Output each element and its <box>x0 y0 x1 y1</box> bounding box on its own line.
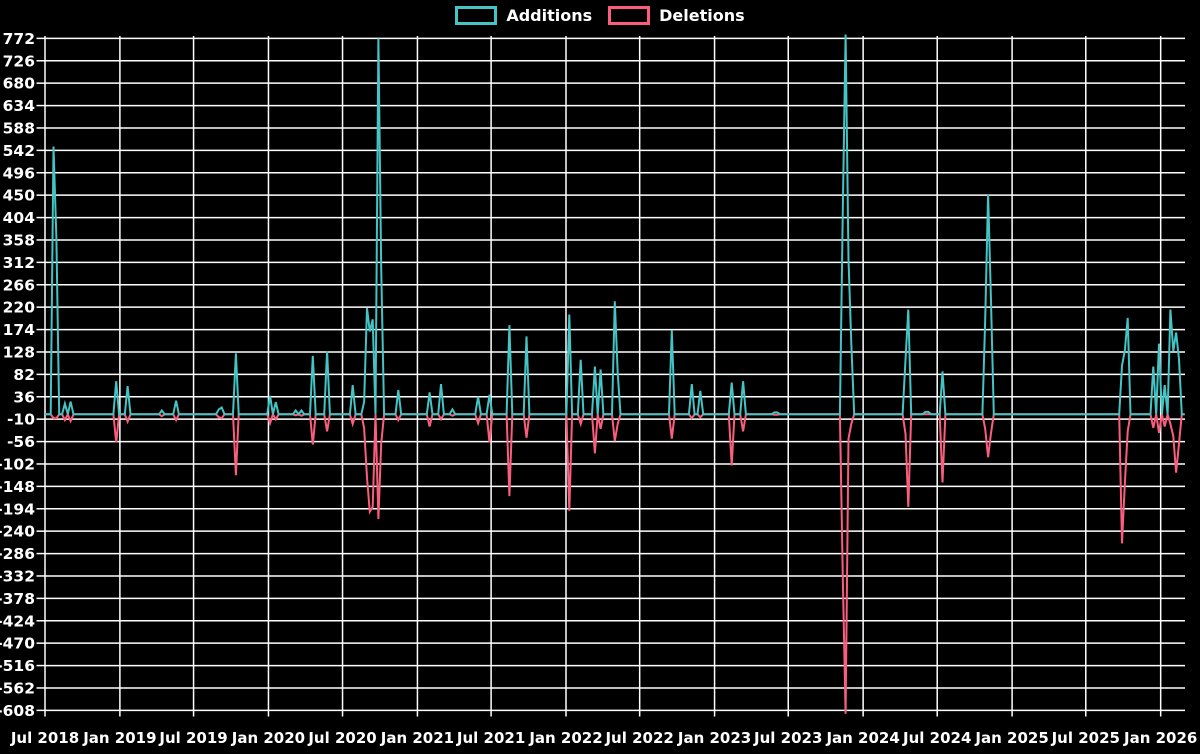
x-tick-label: Jan 2019 <box>82 729 156 747</box>
y-tick-label: 128 <box>3 343 35 361</box>
x-tick-label: Jan 2021 <box>380 729 454 747</box>
x-tick-label: Jul 2018 <box>10 729 79 747</box>
deletions-legend-label: Deletions <box>659 6 745 25</box>
y-tick-label: 496 <box>3 164 35 182</box>
x-tick-label: Jan 2022 <box>528 729 602 747</box>
y-tick-label: 680 <box>3 75 36 93</box>
y-tick-label: 404 <box>3 209 36 227</box>
y-tick-label: 772 <box>3 30 35 48</box>
y-tick-label: 450 <box>3 187 36 205</box>
x-tick-label: Jul 2019 <box>158 729 227 747</box>
y-tick-label: 358 <box>3 231 35 249</box>
additions-legend-label: Additions <box>506 6 593 25</box>
legend-item-additions[interactable]: Additions <box>455 6 592 25</box>
x-tick-label: Jan 2024 <box>825 729 899 747</box>
y-tick-label: 36 <box>13 388 35 406</box>
x-tick-label: Jul 2020 <box>307 729 376 747</box>
x-tick-label: Jul 2025 <box>1051 729 1120 747</box>
y-tick-label: -470 <box>0 635 35 653</box>
y-tick-label: -10 <box>7 411 35 429</box>
y-tick-label: -56 <box>7 433 35 451</box>
y-tick-label: -240 <box>0 523 35 541</box>
x-tick-label: Jan 2026 <box>1123 729 1197 747</box>
x-tick-label: Jan 2020 <box>231 729 305 747</box>
deletions-line <box>45 410 1185 714</box>
y-tick-label: -424 <box>0 612 35 630</box>
additions-line <box>45 34 1185 416</box>
x-tick-label: Jul 2021 <box>456 729 525 747</box>
additions-legend-swatch <box>455 6 498 25</box>
y-tick-label: 82 <box>13 366 35 384</box>
y-tick-label: -102 <box>0 455 35 473</box>
y-tick-label: 312 <box>3 254 35 272</box>
x-tick-label: Jul 2024 <box>902 729 971 747</box>
y-tick-label: 726 <box>3 52 35 70</box>
y-tick-label: 174 <box>3 321 36 339</box>
y-tick-label: 266 <box>3 276 35 294</box>
y-tick-label: -332 <box>0 567 35 585</box>
chart-legend: Additions Deletions <box>0 6 1200 25</box>
y-tick-label: -194 <box>0 500 35 518</box>
y-tick-label: 542 <box>3 142 35 160</box>
x-tick-label: Jul 2022 <box>604 729 673 747</box>
y-tick-label: -562 <box>0 679 35 697</box>
x-tick-label: Jan 2023 <box>677 729 751 747</box>
x-tick-label: Jul 2023 <box>753 729 822 747</box>
y-tick-label: -608 <box>0 702 35 720</box>
deletions-legend-swatch <box>608 6 651 25</box>
y-tick-label: -286 <box>0 545 35 563</box>
x-tick-label: Jan 2025 <box>974 729 1048 747</box>
y-tick-label: -516 <box>0 657 35 675</box>
y-tick-label: -378 <box>0 590 35 608</box>
y-tick-label: -148 <box>0 478 35 496</box>
y-tick-label: 220 <box>3 299 36 317</box>
legend-item-deletions[interactable]: Deletions <box>608 6 745 25</box>
y-tick-label: 634 <box>3 97 36 115</box>
y-tick-label: 588 <box>3 119 35 137</box>
